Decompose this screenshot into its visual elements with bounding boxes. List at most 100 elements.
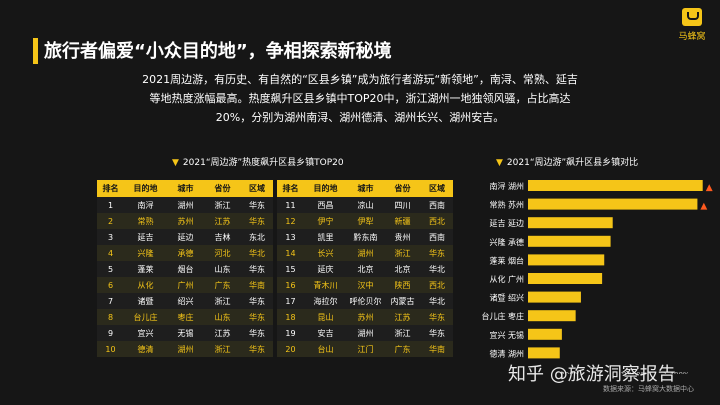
table-cell: 华北 (421, 261, 453, 277)
summary-line: 2021周边游，有历史、有自然的“区县乡镇”成为旅行者游玩“新领地”，南浔、常熟… (142, 73, 578, 86)
bar-label: 常熟 苏州 (489, 200, 524, 210)
table-cell: 西昌 (304, 197, 347, 213)
table-gap (273, 277, 277, 293)
table-cell: 区域 (421, 180, 453, 197)
table-cell: 12 (277, 213, 304, 229)
table-cell: 广州 (167, 277, 204, 293)
x-tick-label: 1,400% (663, 371, 690, 374)
table-cell: 目的地 (304, 180, 347, 197)
table-row: 9 宜兴 无锡 江苏 华东 19 安吉 湖州 浙江 华东 (97, 325, 453, 341)
table-cell: 华东 (241, 213, 273, 229)
table-row: 8 台儿庄 枣庄 山东 华东 18 昆山 苏州 江苏 华东 (97, 309, 453, 325)
table-cell: 华东 (241, 309, 273, 325)
table-cell: 19 (277, 325, 304, 341)
table-cell: 西北 (421, 277, 453, 293)
table-cell: 北京 (347, 261, 384, 277)
table-cell: 江苏 (384, 309, 421, 325)
bar (528, 198, 698, 210)
table-section-title: ▼ 2021“周边游”热度飙升区县乡镇TOP20 (172, 155, 344, 168)
table-cell: 昆山 (304, 309, 347, 325)
bar (528, 310, 576, 322)
table-gap (273, 261, 277, 277)
table-cell: 吉林 (204, 229, 241, 245)
bar-label: 德清 湖州 (489, 348, 524, 358)
table-cell: 华东 (421, 325, 453, 341)
table-row: 10 德清 湖州 浙江 华东 20 台山 江门 广东 华南 (97, 341, 453, 357)
table-cell: 西南 (421, 229, 453, 245)
bar-label: 南浔 湖州 (489, 181, 524, 191)
table-cell: 17 (277, 293, 304, 309)
table-cell: 四川 (384, 197, 421, 213)
table-cell: 长兴 (304, 245, 347, 261)
table-cell: 湖州 (167, 197, 204, 213)
table-cell: 海拉尔 (304, 293, 347, 309)
fire-icon: ▲ (706, 183, 713, 193)
table-cell: 省份 (204, 180, 241, 197)
table-cell: 9 (97, 325, 124, 341)
table-title: 2021“周边游”热度飙升区县乡镇TOP20 (182, 158, 344, 168)
fire-icon: ▲ (700, 202, 707, 212)
table-cell: 华东 (241, 341, 273, 357)
table-cell: 黔东南 (347, 229, 384, 245)
bar-label: 蓬莱 烟台 (489, 255, 524, 265)
table-cell: 呼伦贝尔 (347, 293, 384, 309)
bar-label: 诸暨 绍兴 (489, 293, 524, 303)
summary-paragraph: 2021周边游，有历史、有自然的“区县乡镇”成为旅行者游玩“新领地”，南浔、常熟… (120, 70, 600, 127)
table-cell: 18 (277, 309, 304, 325)
table-cell: 江苏 (204, 213, 241, 229)
ranking-table: 排名 目的地 城市 省份 区域 排名 目的地 城市 省份 区域 1 南浔 湖州 浙江 华东 11 西昌 凉山 四川西… (97, 180, 453, 357)
table-cell: 华东 (241, 325, 273, 341)
table-cell: 内蒙古 (384, 293, 421, 309)
bar (528, 217, 613, 229)
table-cell: 6 (97, 277, 124, 293)
bar (528, 273, 603, 284)
table-gap (273, 180, 277, 197)
table-cell: 山东 (204, 309, 241, 325)
page-title: 旅行者偏爱“小众目的地”，争相探索新秘境 (44, 41, 392, 62)
table-cell: 江门 (347, 341, 384, 357)
table-cell: 诸暨 (124, 293, 167, 309)
table-cell: 绍兴 (167, 293, 204, 309)
table-cell: 江苏 (204, 325, 241, 341)
table-cell: 华南 (421, 341, 453, 357)
table-cell: 20 (277, 341, 304, 357)
bar (528, 180, 703, 191)
bar (528, 328, 562, 340)
table-cell: 1 (97, 197, 124, 213)
table-cell: 新疆 (384, 213, 421, 229)
table-cell: 凉山 (347, 197, 384, 213)
table-cell: 8 (97, 309, 124, 325)
table-cell: 凯里 (304, 229, 347, 245)
table-cell: 浙江 (384, 245, 421, 261)
table-cell: 山东 (204, 261, 241, 277)
table-cell: 贵州 (384, 229, 421, 245)
table-row: 1 南浔 湖州 浙江 华东 11 西昌 凉山 四川 西南 (97, 197, 453, 213)
bar (528, 291, 581, 303)
table-cell: 11 (277, 197, 304, 213)
table-cell: 华北 (421, 293, 453, 309)
logo: 马蜂窝 (670, 8, 714, 48)
table-cell: 2 (97, 213, 124, 229)
table-cell: 湖州 (167, 341, 204, 357)
title-accent-bar (33, 38, 38, 64)
table-cell: 华北 (241, 245, 273, 261)
table-row: 6 从化 广州 广东 华南 16 青木川 汉中 陕西 西北 (97, 277, 453, 293)
bar (528, 347, 560, 359)
table-cell: 4 (97, 245, 124, 261)
table-row: 3 延吉 延边 吉林 东北 13 凯里 黔东南 贵州 西南 (97, 229, 453, 245)
table-header-row: 排名 目的地 城市 省份 区域 排名 目的地 城市 省份 区域 (97, 180, 453, 197)
table-row: 4 兴隆 承德 河北 华北 14 长兴 湖州 浙江 华东 (97, 245, 453, 261)
table-gap (273, 245, 277, 261)
table-cell: 西北 (421, 213, 453, 229)
table-cell: 北京 (384, 261, 421, 277)
table-cell: 伊犁 (347, 213, 384, 229)
table-cell: 浙江 (204, 341, 241, 357)
table-cell: 13 (277, 229, 304, 245)
table-cell: 台山 (304, 341, 347, 357)
table-cell: 华东 (241, 293, 273, 309)
table-cell: 浙江 (204, 293, 241, 309)
table-gap (273, 309, 277, 325)
table-gap (273, 197, 277, 213)
table-cell: 枣庄 (167, 309, 204, 325)
bar-label: 延吉 延边 (489, 218, 524, 228)
